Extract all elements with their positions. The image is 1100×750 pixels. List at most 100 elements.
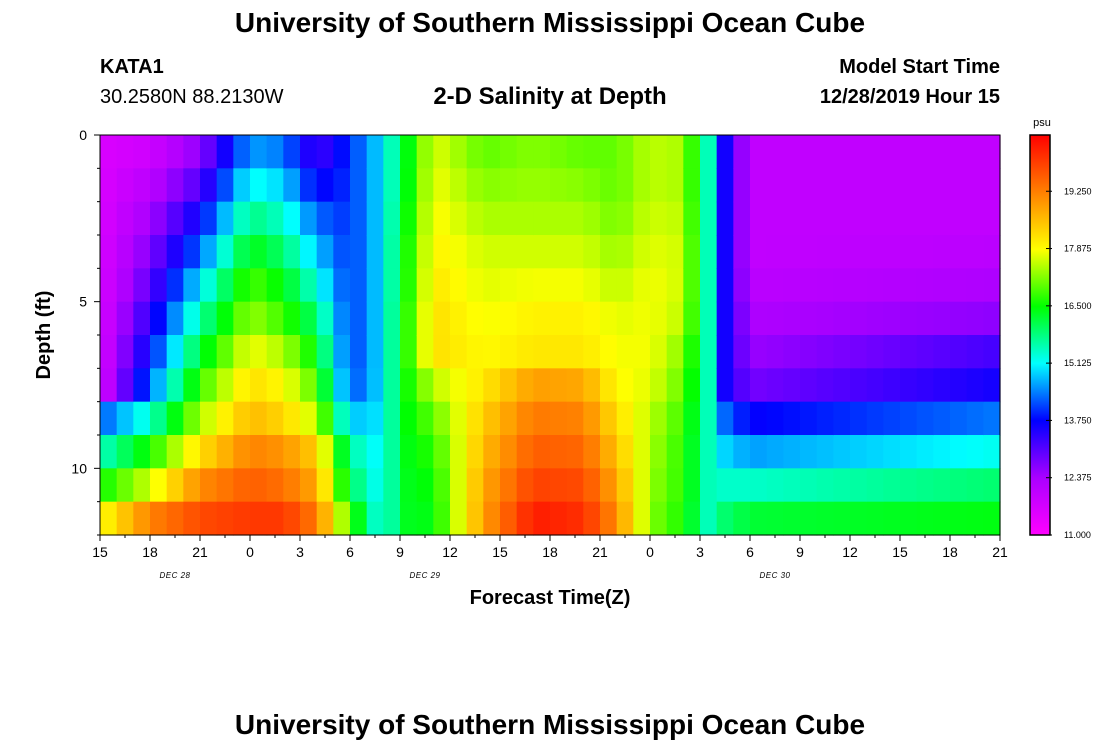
heatmap-cell xyxy=(666,468,684,503)
heatmap-cell xyxy=(883,201,901,236)
heatmap-cell xyxy=(733,168,751,203)
heatmap-cell xyxy=(800,201,818,236)
page-title: University of Southern Mississippi Ocean… xyxy=(234,7,866,38)
heatmap-cell xyxy=(450,168,468,203)
heatmap-cell xyxy=(400,301,418,336)
heatmap-cell xyxy=(366,235,384,269)
heatmap-cell xyxy=(500,168,518,203)
heatmap-cell xyxy=(383,401,401,436)
heatmap-cell xyxy=(333,468,351,503)
heatmap-cell xyxy=(500,135,518,169)
heatmap-cell xyxy=(700,301,718,336)
heatmap-cell xyxy=(800,268,818,303)
heatmap-cell xyxy=(900,468,918,503)
heatmap-cell xyxy=(183,468,201,503)
heatmap-cell xyxy=(516,168,534,203)
heatmap-cell xyxy=(116,435,134,469)
colorbar-unit: psu xyxy=(1033,117,1051,129)
heatmap-cell xyxy=(350,301,368,336)
heatmap-cell xyxy=(716,301,734,336)
heatmap-cell xyxy=(966,201,984,236)
heatmap-cell xyxy=(100,501,118,536)
heatmap-cell xyxy=(500,201,518,236)
heatmap-cell xyxy=(266,335,284,369)
heatmap-cell xyxy=(150,268,168,303)
heatmap-cell xyxy=(483,335,501,369)
heatmap-cell xyxy=(250,335,268,369)
heatmap-cell xyxy=(166,268,184,303)
heatmap-cell xyxy=(416,335,434,369)
heatmap-cell xyxy=(383,501,401,536)
heatmap-cell xyxy=(350,235,368,269)
heatmap-cell xyxy=(216,401,234,436)
heatmap-cell xyxy=(950,335,968,369)
heatmap-cell xyxy=(216,501,234,536)
heatmap-cell xyxy=(350,368,368,403)
heatmap-cell xyxy=(950,268,968,303)
heatmap-cell xyxy=(483,301,501,336)
heatmap-cell xyxy=(966,468,984,503)
heatmap-cell xyxy=(966,401,984,436)
heatmap-cell xyxy=(450,368,468,403)
heatmap-cell xyxy=(400,468,418,503)
heatmap-cell xyxy=(316,135,334,169)
plot-title: 2-D Salinity at Depth xyxy=(433,83,667,110)
heatmap-cell xyxy=(583,501,601,536)
heatmap-cell xyxy=(666,168,684,203)
heatmap-cell xyxy=(700,368,718,403)
heatmap-cell xyxy=(333,235,351,269)
heatmap-cell xyxy=(150,135,168,169)
heatmap-cell xyxy=(816,168,834,203)
heatmap-cell xyxy=(483,368,501,403)
heatmap-cell xyxy=(750,501,768,536)
heatmap-cell xyxy=(300,168,318,203)
heatmap-cell xyxy=(333,201,351,236)
heatmap-cell xyxy=(550,501,568,536)
heatmap-cell xyxy=(983,268,1001,303)
y-tick-label: 10 xyxy=(71,460,87,476)
heatmap-cell xyxy=(250,401,268,436)
heatmap-cell xyxy=(566,268,584,303)
heatmap-cell xyxy=(566,135,584,169)
heatmap-cell xyxy=(600,401,618,436)
heatmap-cell xyxy=(400,435,418,469)
heatmap-cell xyxy=(150,235,168,269)
heatmap-cell xyxy=(800,401,818,436)
heatmap-cell xyxy=(600,368,618,403)
heatmap-cell xyxy=(200,168,218,203)
heatmap-cell xyxy=(733,368,751,403)
heatmap-cell xyxy=(183,201,201,236)
date-label: DEC 30 xyxy=(759,571,790,580)
heatmap-cell xyxy=(266,235,284,269)
heatmap-cell xyxy=(500,335,518,369)
heatmap-cell xyxy=(650,335,668,369)
heatmap-cell xyxy=(633,268,651,303)
heatmap-cell xyxy=(416,168,434,203)
heatmap-cell xyxy=(366,435,384,469)
heatmap-cell xyxy=(433,435,451,469)
heatmap-cell xyxy=(350,468,368,503)
heatmap-cell xyxy=(850,235,868,269)
heatmap-cell xyxy=(450,468,468,503)
heatmap-cell xyxy=(883,435,901,469)
heatmap-cell xyxy=(683,368,701,403)
heatmap-cell xyxy=(750,368,768,403)
heatmap-cell xyxy=(650,168,668,203)
heatmap-cell xyxy=(333,168,351,203)
station-coords: 30.2580N 88.2130W xyxy=(100,86,284,108)
heatmap-cell xyxy=(966,368,984,403)
colorbar-tick-label: 17.875 xyxy=(1064,244,1092,254)
heatmap-cell xyxy=(150,435,168,469)
heatmap-cell xyxy=(566,201,584,236)
heatmap-cell xyxy=(416,235,434,269)
heatmap-cell xyxy=(116,201,134,236)
heatmap-cell xyxy=(233,201,251,236)
heatmap-cell xyxy=(116,168,134,203)
heatmap-cell xyxy=(583,135,601,169)
heatmap-cell xyxy=(133,501,151,536)
heatmap-cell xyxy=(766,468,784,503)
heatmap-cell xyxy=(616,268,634,303)
heatmap-cell xyxy=(600,201,618,236)
heatmap-cell xyxy=(750,235,768,269)
heatmap-cell xyxy=(533,135,551,169)
